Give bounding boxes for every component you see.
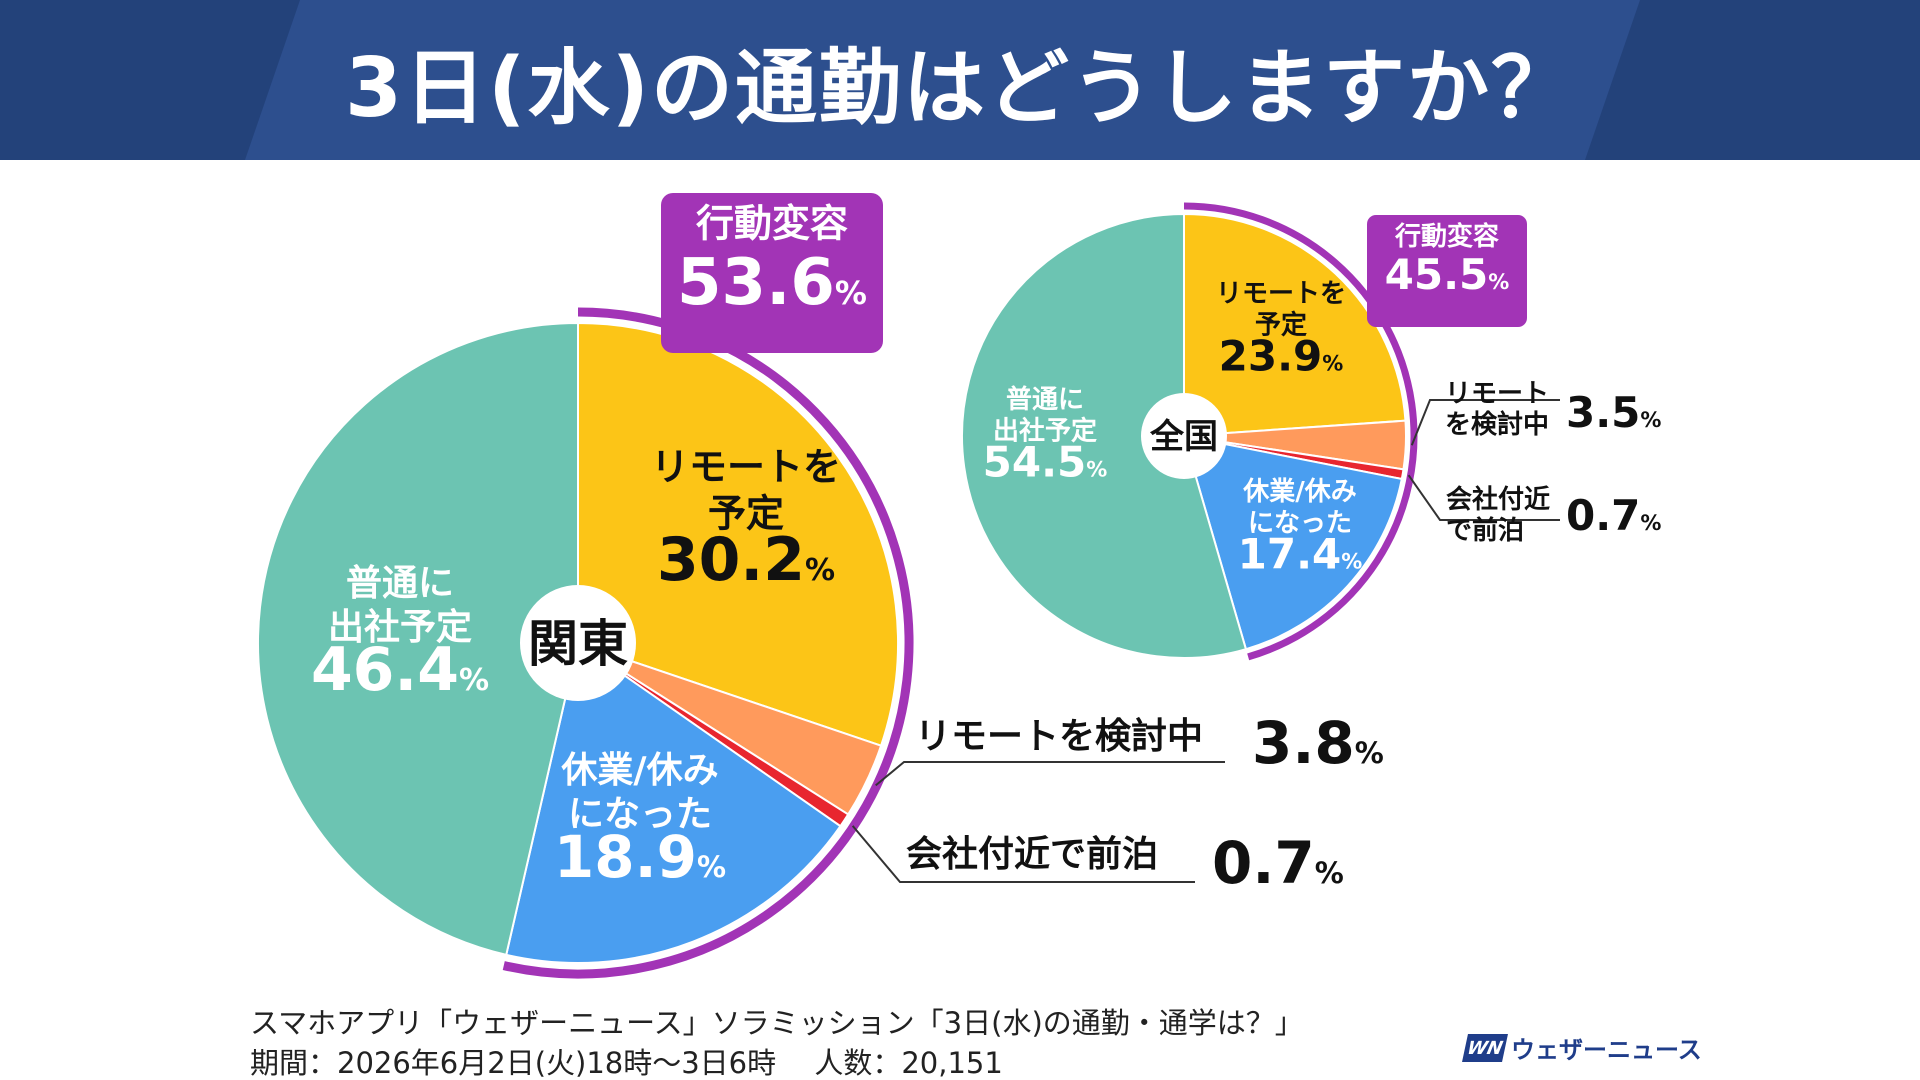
zenkoku-center-label: 全国 bbox=[1149, 417, 1218, 457]
zenkoku-label-off-text: になった bbox=[1248, 509, 1352, 539]
kanto-label-off-text: 休業/休み bbox=[560, 750, 718, 791]
zenkoku-label-remote-plan-text: リモートを bbox=[1216, 279, 1346, 309]
kanto-label-normal-text: 出社予定 bbox=[328, 607, 472, 648]
zenkoku-behavior-label: 行動変容 bbox=[1394, 221, 1499, 252]
kanto-slice-0 bbox=[577, 321, 899, 747]
zenkoku-slice-3 bbox=[1182, 434, 1403, 651]
kanto-outside-value-2: 0.7% bbox=[1212, 829, 1344, 897]
kanto-outside-label-1: リモートを検討中 bbox=[915, 716, 1203, 757]
zenkoku-label-normal-text: 出社予定 bbox=[993, 416, 1097, 447]
zenkoku-outside-label-2: で前泊 bbox=[1446, 515, 1524, 546]
zenkoku-label-remote-plan-text: 予定 bbox=[1255, 310, 1307, 341]
kanto-behavior-value: 53.6% bbox=[677, 246, 867, 320]
zenkoku-outside-label-2: 会社付近 bbox=[1446, 484, 1550, 515]
zenkoku-behavior-arc bbox=[1183, 202, 1418, 661]
kanto-behavior-box bbox=[661, 193, 883, 353]
zenkoku-center bbox=[1141, 393, 1227, 479]
weathernews-logo: WN ウェザーニュース bbox=[1462, 1030, 1702, 1065]
kanto-label-remote-plan-text: 予定 bbox=[708, 491, 784, 535]
zenkoku-outside-value-2: 0.7% bbox=[1566, 491, 1661, 540]
kanto-leader-2 bbox=[851, 825, 1195, 883]
kanto-outside-label-2: 会社付近で前泊 bbox=[906, 834, 1158, 875]
zenkoku-behavior-box bbox=[1367, 215, 1527, 327]
kanto-label-normal-text: 普通に bbox=[346, 563, 454, 604]
kanto-slice-3 bbox=[505, 641, 842, 964]
kanto-label-off-text: になった bbox=[568, 794, 712, 835]
zenkoku-leader-2 bbox=[1407, 474, 1560, 521]
kanto-behavior-label: 行動変容 bbox=[696, 202, 848, 246]
zenkoku-leader-1 bbox=[1410, 399, 1560, 446]
kanto-outside-value-1: 3.8% bbox=[1252, 709, 1384, 777]
zenkoku-label-off-text: 休業/休み bbox=[1242, 477, 1357, 507]
zenkoku-outside-label-1: リモート bbox=[1445, 379, 1549, 409]
title-banner bbox=[0, 0, 1920, 160]
zenkoku-label-normal-text: 普通に bbox=[1006, 384, 1084, 415]
kanto-slice-4 bbox=[256, 321, 579, 957]
source-note: スマホアプリ「ウェザーニュース」ソラミッション「3日(水)の通勤・通学は？」 bbox=[250, 1006, 1304, 1040]
zenkoku-outside-value-1: 3.5% bbox=[1566, 388, 1661, 437]
logo-text: ウェザーニュース bbox=[1511, 1036, 1702, 1064]
kanto-behavior-arc bbox=[502, 307, 914, 979]
zenkoku-slice-4 bbox=[961, 212, 1248, 659]
logo-mark: WN bbox=[1462, 1033, 1508, 1062]
zenkoku-outside-label-1: を検討中 bbox=[1445, 409, 1549, 440]
page-title: 3日(水)の通勤はどうしますか？ bbox=[344, 40, 1575, 136]
zenkoku-slice-0 bbox=[1183, 212, 1407, 438]
zenkoku-label-remote-plan-value: 23.9% bbox=[1219, 331, 1344, 380]
kanto-center-label: 関東 bbox=[528, 615, 628, 673]
survey-period: 期間：2026年6月2日(火)18時～3日6時 人数：20,151 bbox=[250, 1046, 1003, 1080]
kanto-leader-1 bbox=[875, 761, 1225, 787]
kanto-label-remote-plan-text: リモートを bbox=[651, 445, 841, 489]
kanto-center bbox=[520, 585, 636, 701]
